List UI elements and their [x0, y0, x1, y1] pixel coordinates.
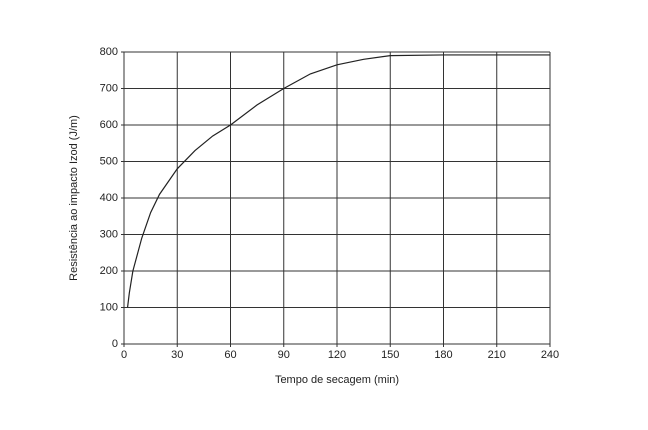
y-tick-label: 700 — [100, 82, 118, 94]
y-tick-label: 200 — [100, 265, 118, 277]
x-tick-label: 120 — [328, 349, 346, 361]
y-tick-label: 300 — [100, 228, 118, 240]
y-tick-label: 0 — [112, 338, 118, 350]
x-tick-label: 240 — [541, 349, 559, 361]
x-tick-label: 210 — [488, 349, 506, 361]
x-tick-label: 30 — [171, 349, 183, 361]
y-tick-label: 600 — [100, 119, 118, 131]
y-axis-label: Resistência ao impacto Izod (J/m) — [68, 115, 80, 281]
x-tick-label: 60 — [224, 349, 236, 361]
line — [126, 54, 550, 308]
x-tick-label: 180 — [434, 349, 452, 361]
y-tick-label: 500 — [100, 155, 118, 167]
y-tick-label: 400 — [100, 192, 118, 204]
x-tick-label: 90 — [278, 349, 290, 361]
x-tick-label: 150 — [381, 349, 399, 361]
x-axis-label: Tempo de secagem (min) — [275, 374, 399, 386]
y-tick-label: 800 — [100, 46, 118, 58]
y-tick-label: 100 — [100, 301, 118, 313]
x-tick-label: 0 — [121, 349, 127, 361]
